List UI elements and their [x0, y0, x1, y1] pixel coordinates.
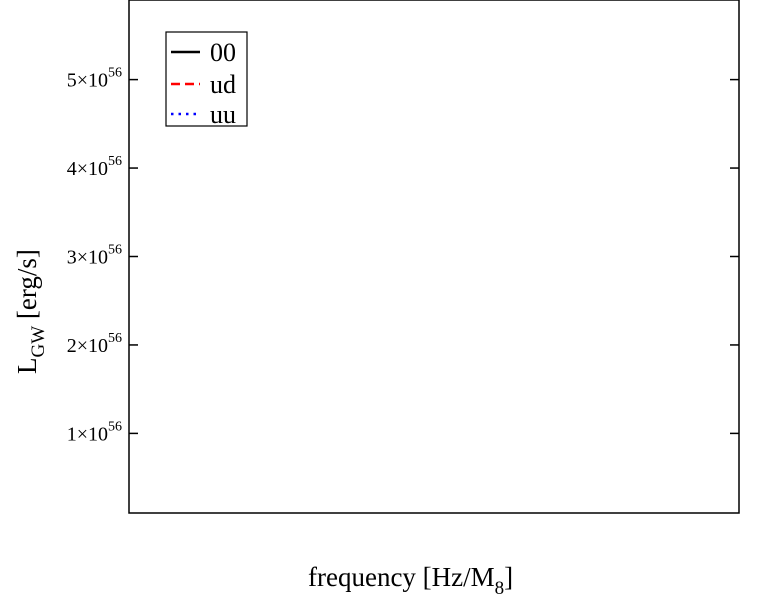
x-axis-label-tail: ]	[504, 562, 513, 592]
y-tick-label-1: 2×1056	[67, 331, 122, 357]
y-axis-label-sub: GW	[28, 326, 49, 358]
x-axis-label-sub: 8	[495, 578, 505, 598]
x-axis-label: frequency [Hz/M8]	[308, 562, 513, 598]
y-tick-label-3: 4×1056	[67, 154, 122, 180]
y-tick-exp-2: 56	[108, 243, 122, 258]
legend-box	[165, 31, 248, 127]
y-axis-label-tail: [erg/s]	[12, 249, 42, 326]
y-tick-mantissa-0: 1×10	[67, 423, 108, 445]
legend: 00 ud uu	[165, 31, 248, 129]
x-axis-label-main: frequency [Hz/M	[308, 562, 495, 592]
y-tick-exp-3: 56	[108, 154, 122, 169]
legend-label-ud: ud	[210, 70, 236, 99]
y-tick-exp-1: 56	[108, 331, 122, 346]
y-tick-label-4: 5×1056	[67, 66, 122, 92]
y-tick-mantissa-1: 2×10	[67, 335, 108, 357]
y-tick-exp-0: 56	[108, 419, 122, 434]
axis-ticks: 1.0×10-52.0×10-53.0×10-54.0×10-51×10562×…	[67, 66, 739, 445]
legend-label-uu: uu	[210, 100, 236, 129]
y-tick-label-2: 3×1056	[67, 243, 122, 269]
y-tick-exp-4: 56	[108, 66, 122, 81]
y-tick-mantissa-2: 3×10	[67, 247, 108, 269]
y-axis-label-main: L	[12, 358, 42, 375]
y-tick-label-0: 1×1056	[67, 419, 122, 445]
y-axis-label: LGW [erg/s]	[12, 249, 49, 374]
y-tick-mantissa-3: 4×10	[67, 158, 108, 180]
y-tick-mantissa-4: 5×10	[67, 70, 108, 92]
legend-label-00: 00	[210, 38, 236, 67]
